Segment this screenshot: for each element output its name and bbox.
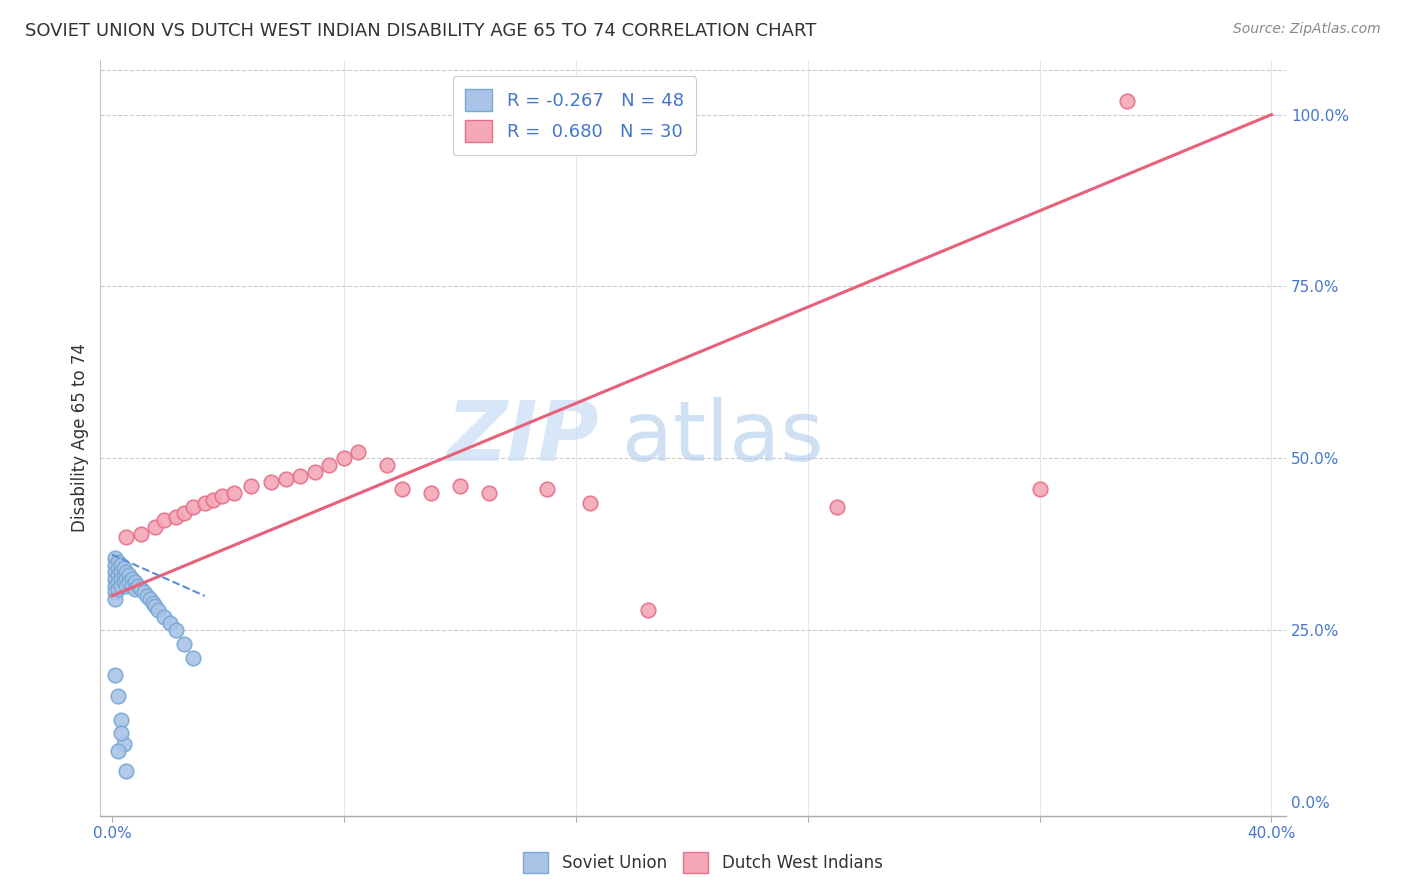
Point <box>118 568 141 582</box>
Point <box>318 458 340 473</box>
Point <box>104 572 127 586</box>
Point <box>104 668 127 682</box>
Point <box>115 764 138 779</box>
Point <box>173 507 195 521</box>
Point <box>449 479 471 493</box>
Point <box>419 485 441 500</box>
Point <box>107 582 129 596</box>
Point <box>129 527 152 541</box>
Point <box>194 496 217 510</box>
Point <box>579 496 602 510</box>
Text: ZIP: ZIP <box>446 397 599 478</box>
Point <box>153 513 176 527</box>
Point <box>181 500 204 514</box>
Point <box>104 565 127 579</box>
Point <box>274 472 297 486</box>
Point <box>112 561 135 575</box>
Point <box>290 468 312 483</box>
Point <box>110 713 132 727</box>
Point <box>173 637 195 651</box>
Text: SOVIET UNION VS DUTCH WEST INDIAN DISABILITY AGE 65 TO 74 CORRELATION CHART: SOVIET UNION VS DUTCH WEST INDIAN DISABI… <box>25 22 817 40</box>
Point <box>115 565 138 579</box>
Point <box>478 485 501 500</box>
Point <box>104 578 127 592</box>
Y-axis label: Disability Age 65 to 74: Disability Age 65 to 74 <box>72 343 89 533</box>
Point <box>104 558 127 572</box>
Point <box>148 602 170 616</box>
Point <box>112 737 135 751</box>
Point <box>1028 483 1050 497</box>
Point <box>375 458 398 473</box>
Legend: Soviet Union, Dutch West Indians: Soviet Union, Dutch West Indians <box>516 846 890 880</box>
Point <box>115 572 138 586</box>
Point <box>112 568 135 582</box>
Point <box>153 609 176 624</box>
Point <box>112 575 135 590</box>
Point <box>304 465 326 479</box>
Point <box>110 558 132 572</box>
Point <box>637 602 659 616</box>
Point <box>202 492 225 507</box>
Point <box>115 531 138 545</box>
Point <box>110 578 132 592</box>
Point <box>124 575 146 590</box>
Point <box>138 592 160 607</box>
Legend: R = -0.267   N = 48, R =  0.680   N = 30: R = -0.267 N = 48, R = 0.680 N = 30 <box>453 76 696 154</box>
Point <box>118 575 141 590</box>
Point <box>391 483 413 497</box>
Point <box>211 489 233 503</box>
Point <box>145 520 167 534</box>
Point <box>129 582 152 596</box>
Point <box>124 582 146 596</box>
Point <box>165 624 187 638</box>
Point <box>107 689 129 703</box>
Point <box>107 554 129 568</box>
Point <box>107 575 129 590</box>
Point <box>115 578 138 592</box>
Point <box>110 565 132 579</box>
Point <box>240 479 263 493</box>
Point <box>121 578 143 592</box>
Point <box>165 509 187 524</box>
Point <box>181 650 204 665</box>
Text: atlas: atlas <box>621 397 824 478</box>
Text: Source: ZipAtlas.com: Source: ZipAtlas.com <box>1233 22 1381 37</box>
Point <box>110 726 132 740</box>
Point <box>141 596 163 610</box>
Point <box>222 485 245 500</box>
Point <box>135 589 157 603</box>
Point <box>1115 94 1137 108</box>
Point <box>104 592 127 607</box>
Point <box>132 585 155 599</box>
Point <box>260 475 283 490</box>
Point <box>159 616 181 631</box>
Point <box>104 585 127 599</box>
Point <box>110 572 132 586</box>
Point <box>127 578 149 592</box>
Point <box>347 444 370 458</box>
Point <box>107 568 129 582</box>
Point <box>121 572 143 586</box>
Point <box>825 500 848 514</box>
Point <box>107 561 129 575</box>
Point <box>145 599 167 614</box>
Point <box>333 451 356 466</box>
Point <box>536 483 558 497</box>
Point <box>104 551 127 566</box>
Point <box>107 743 129 757</box>
